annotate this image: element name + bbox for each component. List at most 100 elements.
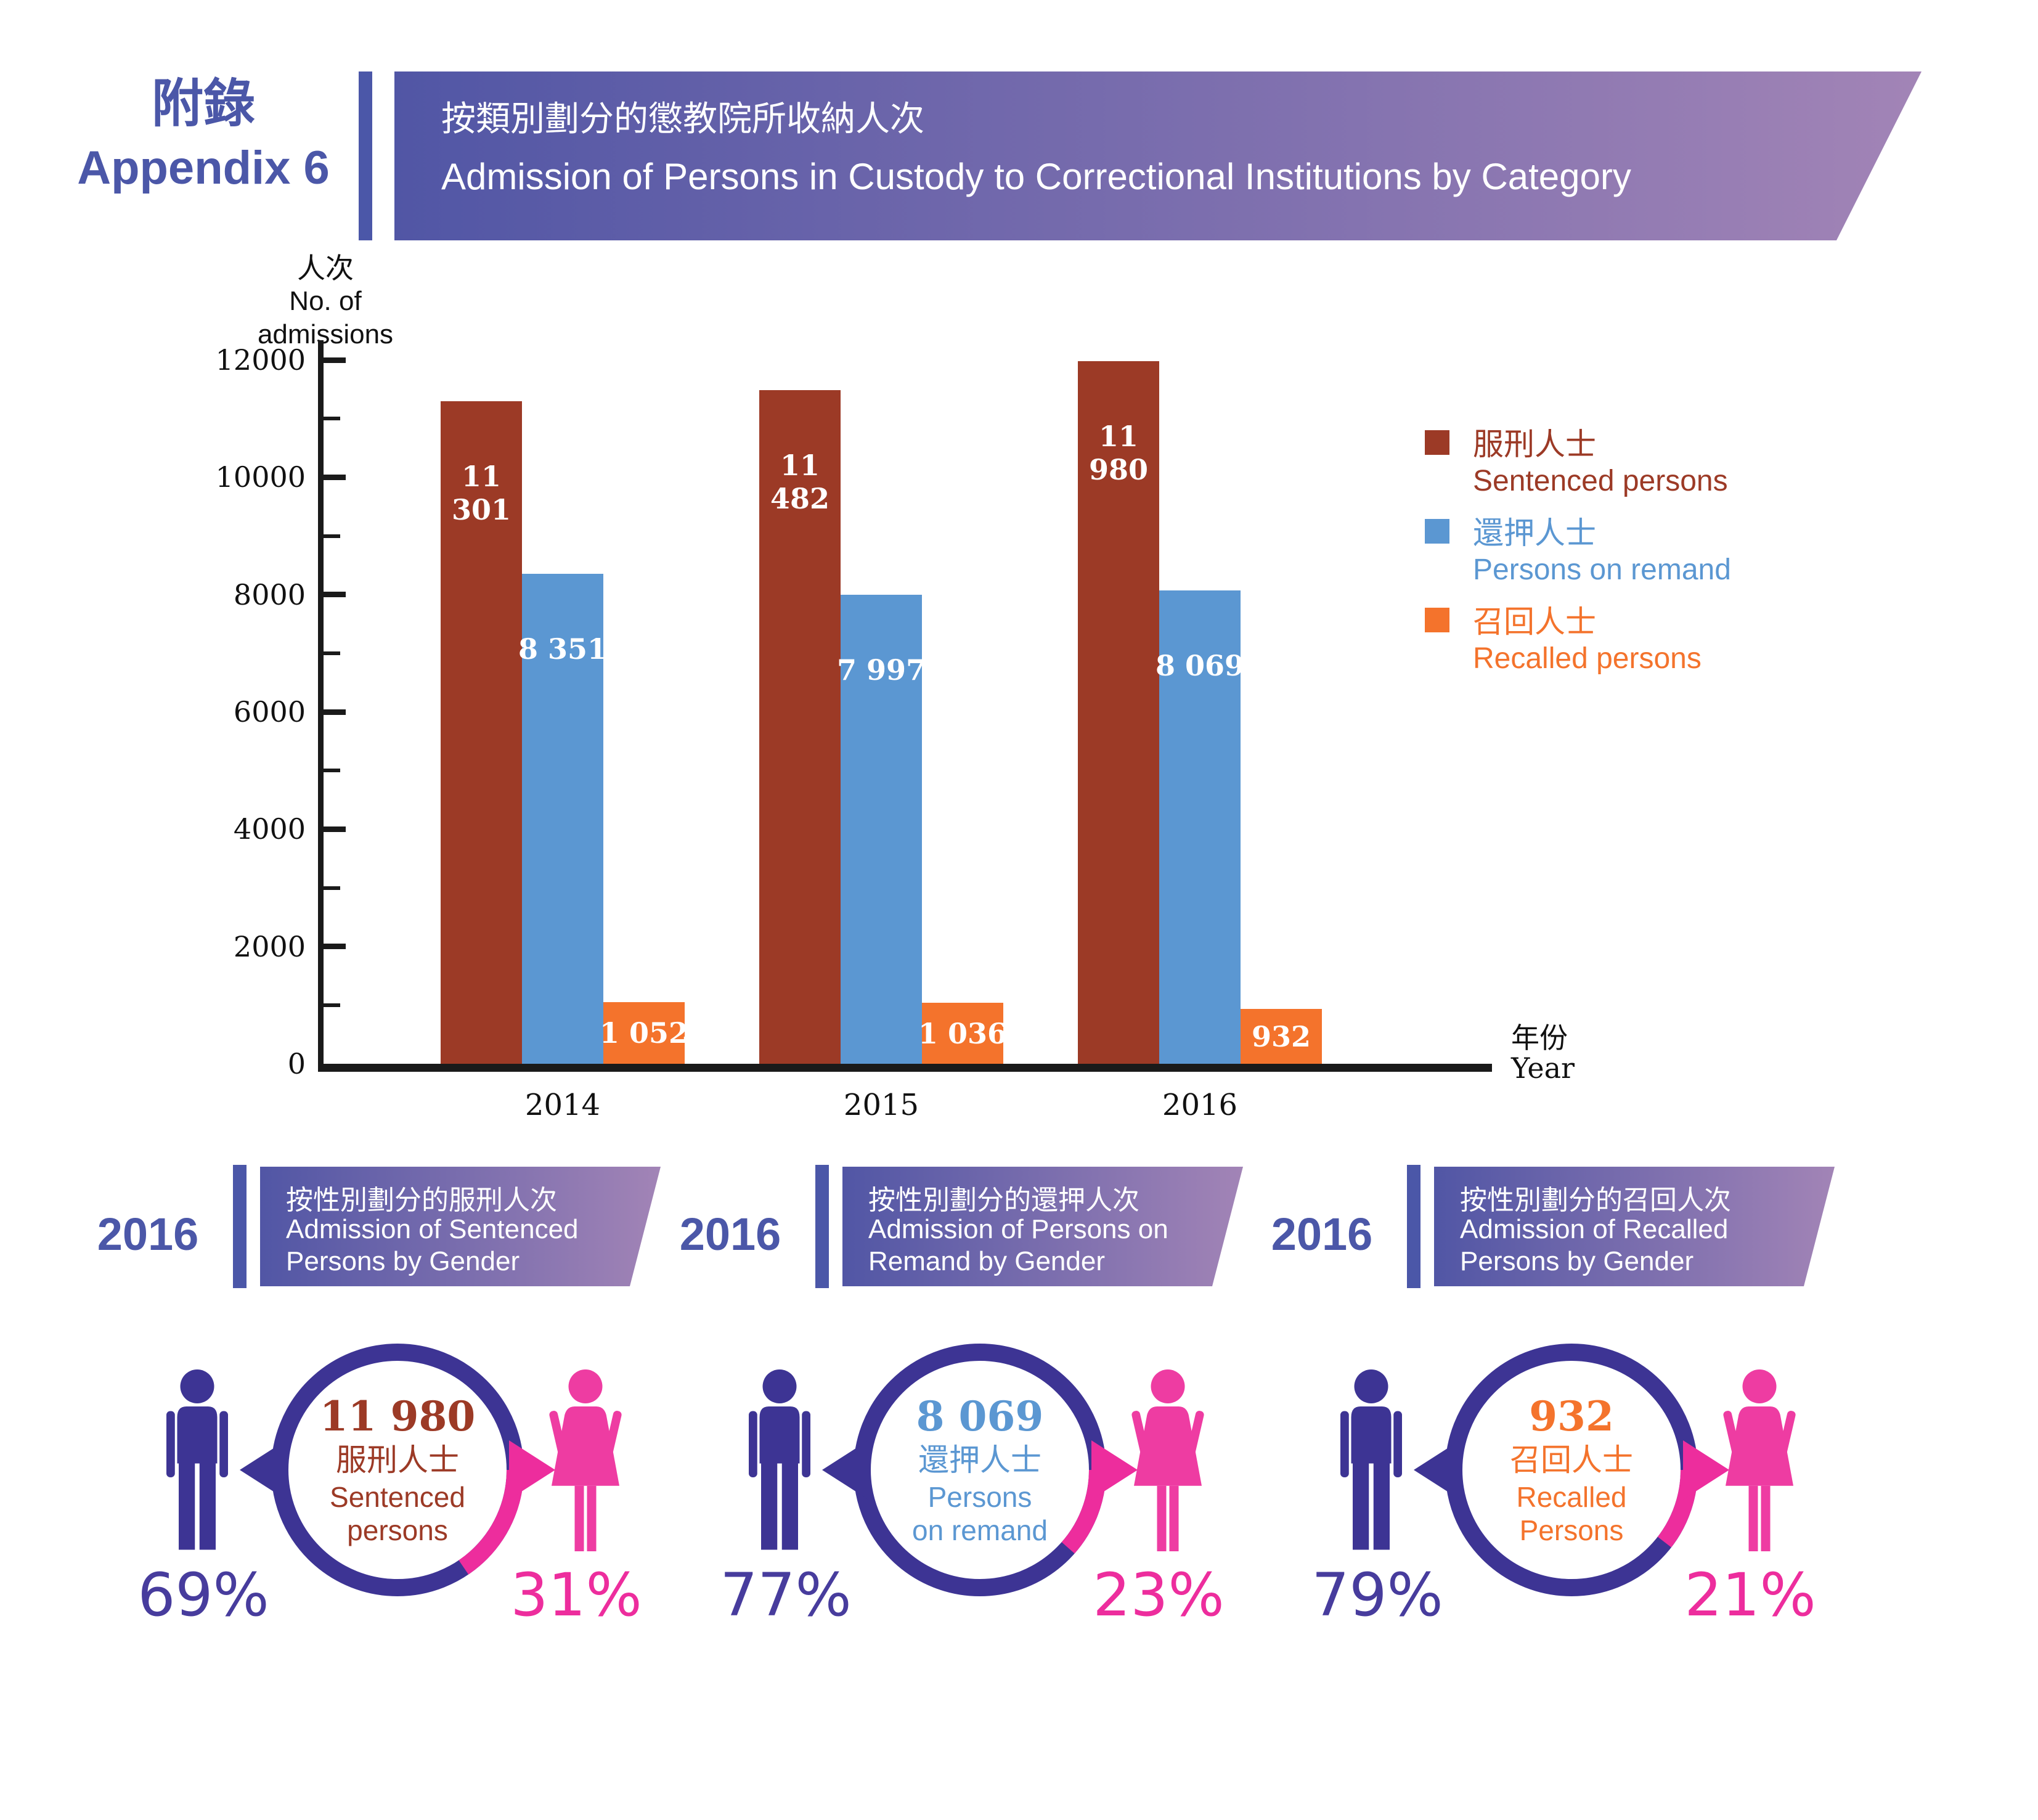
legend-label-recalled-en: Recalled persons [1473, 642, 1702, 675]
legend-swatch-remand-icon [1425, 519, 1449, 544]
male-percentage: 69% [137, 1561, 269, 1630]
female-percentage: 23% [1093, 1561, 1225, 1630]
y-tick-5000 [324, 769, 340, 773]
x-tick-label-2015: 2015 [843, 1088, 919, 1122]
bar-value-label: 11 301 [451, 460, 512, 526]
bar-value-label: 932 [1251, 1019, 1311, 1053]
bar-recalled-persons-2015: 1 036 [918, 1003, 1007, 1064]
panel-banner-recalled: 按性別劃分的召回人次 Admission of Recalled Persons… [1434, 1167, 1835, 1286]
gender-panel-sentenced: 2016 按性別劃分的服刑人次 Admission of Sentenced P… [59, 1159, 669, 1689]
gender-ring-chart [822, 1344, 1138, 1596]
bar-value-label: 8 351 [518, 632, 608, 666]
female-pointer-icon [509, 1440, 555, 1500]
y-tick-3000 [324, 886, 340, 890]
panel-category-en: Persons on remand [912, 1481, 1048, 1546]
panel-category-zh: 召回人士 [1510, 1443, 1633, 1477]
female-percentage: 21% [1684, 1561, 1816, 1630]
panel-divider-bar [233, 1165, 247, 1288]
bar-recalled-persons-2014: 1 052 [600, 1002, 688, 1064]
legend-label-remand-zh: 還押人士 [1473, 516, 1596, 550]
panel-circle-text: 932 召回人士 Recalled Persons [1445, 1344, 1698, 1596]
y-tick-8000 [324, 592, 346, 598]
y-axis-title: 人次 No. of admissions [222, 251, 429, 351]
female-pointer-icon [1091, 1440, 1138, 1500]
chart-legend: 服刑人士 Sentenced persons 還押人士 Persons on r… [1425, 425, 1731, 692]
bar-sentenced-persons-2014: 11 301 [441, 401, 522, 1064]
bar-value-label: 8 069 [1155, 649, 1245, 682]
male-figure-icon [166, 1369, 228, 1550]
y-axis-title-zh: 人次 [297, 252, 354, 284]
panel-year-label: 2016 [679, 1209, 781, 1260]
panel-category-en: Sentenced persons [330, 1481, 465, 1546]
panel-value: 11 980 [319, 1392, 476, 1440]
y-tick-label-8000: 8000 [233, 577, 306, 611]
legend-label-remand: 還押人士 Persons on remand [1473, 514, 1731, 588]
male-pointer-icon [822, 1440, 868, 1500]
legend-label-recalled: 召回人士 Recalled persons [1473, 603, 1702, 677]
legend-label-recalled-zh: 召回人士 [1473, 605, 1596, 639]
panel-circle-text: 8 069 還押人士 Persons on remand [854, 1344, 1106, 1596]
legend-label-sentenced-en: Sentenced persons [1473, 465, 1728, 497]
y-tick-10000 [324, 474, 346, 480]
male-figure-icon [1340, 1369, 1402, 1550]
panel-value: 932 [1529, 1392, 1614, 1440]
male-percentage: 77% [720, 1561, 852, 1630]
y-tick-6000 [324, 709, 346, 715]
panel-divider-bar [1407, 1165, 1420, 1288]
x-tick-label-2016: 2016 [1162, 1088, 1238, 1122]
legend-label-sentenced-zh: 服刑人士 [1473, 427, 1596, 462]
bar-recalled-persons-2016: 932 [1241, 1009, 1322, 1064]
bar-persons-on-remand-2015: 7 997 [837, 595, 926, 1064]
header-banner: 按類別劃分的懲教院所收納人次 Admission of Persons in C… [394, 71, 1922, 240]
bar-value-label: 11 482 [770, 449, 830, 515]
panel-title-zh: 按性別劃分的還押人次 [868, 1185, 1139, 1215]
bar-value-label: 1 036 [918, 1016, 1008, 1050]
male-percentage: 79% [1311, 1561, 1443, 1630]
panel-year-label: 2016 [97, 1209, 199, 1260]
y-tick-label-0: 0 [287, 1047, 306, 1080]
legend-swatch-sentenced-icon [1425, 430, 1449, 455]
bar-value-label: 11 980 [1088, 420, 1149, 486]
panel-category-zh: 還押人士 [918, 1443, 1041, 1477]
panel-title-zh: 按性別劃分的召回人次 [1460, 1185, 1731, 1215]
legend-item-recalled: 召回人士 Recalled persons [1425, 603, 1731, 677]
panel-title-en: Admission of Sentenced Persons by Gender [286, 1214, 579, 1276]
header-divider-bar [359, 71, 372, 240]
male-pointer-icon [240, 1440, 286, 1500]
panel-title-en: Admission of Recalled Persons by Gender [1460, 1214, 1729, 1276]
x-axis-title-en: Year [1511, 1051, 1575, 1085]
bar-sentenced-persons-2015: 11 482 [759, 390, 841, 1064]
appendix-title: 附錄 Appendix 6 [68, 73, 339, 202]
female-percentage: 31% [510, 1561, 642, 1630]
y-tick-label-2000: 2000 [233, 929, 306, 963]
x-axis-line [318, 1064, 1492, 1072]
panel-title-en: Admission of Persons on Remand by Gender [868, 1214, 1168, 1276]
y-tick-12000 [324, 357, 346, 363]
female-pointer-icon [1683, 1440, 1729, 1500]
gender-ring-chart [1414, 1344, 1729, 1596]
y-tick-label-4000: 4000 [233, 812, 306, 846]
y-tick-7000 [324, 651, 340, 655]
y-axis-title-en: No. of admissions [257, 286, 394, 349]
y-tick-1000 [324, 1003, 340, 1007]
bar-persons-on-remand-2014: 8 351 [518, 574, 607, 1064]
y-tick-label-6000: 6000 [233, 695, 306, 728]
panel-divider-bar [815, 1165, 829, 1288]
page-title-en: Admission of Persons in Custody to Corre… [441, 156, 1631, 197]
legend-swatch-recalled-icon [1425, 608, 1449, 632]
y-tick-11000 [324, 417, 340, 421]
bar-value-label: 1 052 [599, 1016, 689, 1050]
bar-persons-on-remand-2016: 8 069 [1156, 590, 1244, 1064]
panel-value: 8 069 [916, 1392, 1044, 1440]
x-tick-label-2014: 2014 [524, 1088, 601, 1122]
y-tick-4000 [324, 826, 346, 832]
panel-title-zh: 按性別劃分的服刑人次 [286, 1185, 557, 1215]
appendix-title-en: Appendix 6 [77, 142, 330, 194]
panel-year-label: 2016 [1271, 1209, 1373, 1260]
y-tick-2000 [324, 944, 346, 950]
panel-banner-remand: 按性別劃分的還押人次 Admission of Persons on Reman… [842, 1167, 1243, 1286]
legend-item-sentenced: 服刑人士 Sentenced persons [1425, 425, 1731, 499]
legend-item-remand: 還押人士 Persons on remand [1425, 514, 1731, 588]
y-axis-line [318, 340, 324, 1071]
male-figure-icon [749, 1369, 810, 1550]
